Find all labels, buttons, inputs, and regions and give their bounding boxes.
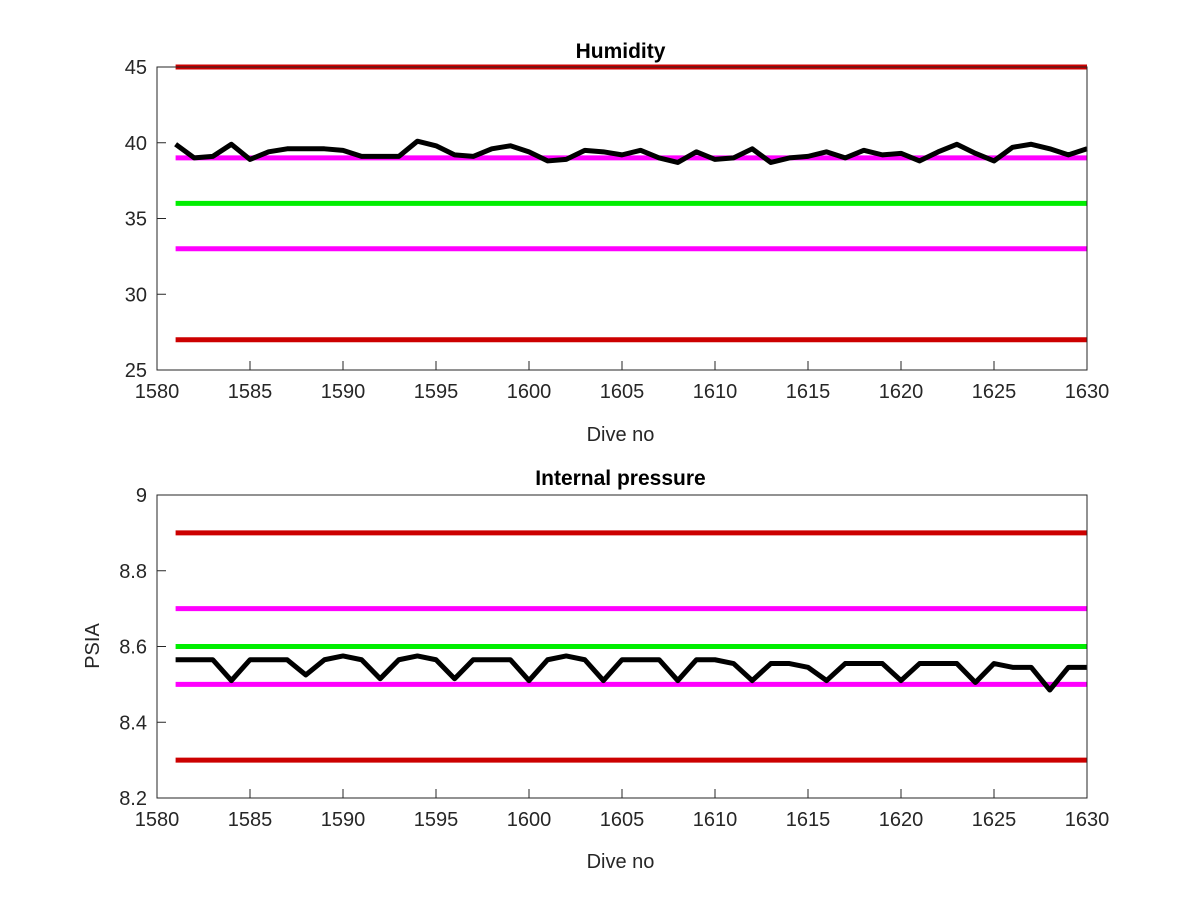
humidity-chart-title: Humidity [576,40,666,63]
humidity-y-tick-label: 45 [125,57,147,79]
humidity-x-axis-label: Dive no [587,424,655,446]
pressure-x-tick-label: 1605 [600,809,645,831]
humidity-x-tick-label: 1615 [786,381,831,403]
humidity-measured-line [174,138,1088,165]
pressure-y-tick-label: 8.2 [119,788,147,810]
humidity-y-tick-label: 30 [125,284,147,306]
humidity-x-tick-label: 1620 [879,381,924,403]
pressure-y-tick-label: 8.4 [119,712,147,734]
humidity-x-tick-label: 1630 [1065,381,1110,403]
pressure-x-tick-label: 1625 [972,809,1017,831]
humidity-x-tick-label: 1590 [321,381,366,403]
humidity-x-tick-label: 1600 [507,381,552,403]
humidity-axes-box [156,66,1088,371]
humidity-x-tick-label: 1605 [600,381,645,403]
humidity-y-ticks: 25 30 35 40 45 [125,57,166,382]
pressure-y-tick-label: 9 [136,485,147,507]
pressure-plot-area [175,530,1087,763]
pressure-x-tick-label: 1585 [228,809,273,831]
humidity-plot-area [174,64,1088,343]
pressure-x-axis-label: Dive no [587,851,655,873]
pressure-y-ticks: 8.2 8.4 8.6 8.8 9 [119,485,166,810]
pressure-x-tick-label: 1620 [879,809,924,831]
pressure-x-tick-label: 1630 [1065,809,1110,831]
pressure-x-tick-label: 1590 [321,809,366,831]
humidity-x-tick-label: 1610 [693,381,738,403]
pressure-chart: Internal pressure 1580 1585 1590 1595 1600 16… [82,467,1109,873]
humidity-x-tick-label: 1595 [414,381,459,403]
pressure-x-tick-label: 1610 [693,809,738,831]
humidity-chart: Humidity 1580 1585 1590 1595 1600 1605 1610 161… [125,40,1110,446]
pressure-measured-line [175,653,1087,693]
humidity-y-tick-label: 35 [125,209,147,231]
pressure-y-tick-label: 8.8 [119,561,147,583]
humidity-x-tick-label: 1625 [972,381,1017,403]
humidity-x-tick-label: 1585 [228,381,273,403]
pressure-x-tick-label: 1595 [414,809,459,831]
pressure-y-tick-label: 8.6 [119,637,147,659]
pressure-y-axis-label: PSIA [82,623,104,669]
pressure-chart-title: Internal pressure [535,467,705,490]
pressure-x-tick-label: 1600 [507,809,552,831]
pressure-x-ticks: 1580 1585 1590 1595 1600 1605 1610 1615 1620 1625… [135,789,1110,831]
pressure-x-tick-label: 1580 [135,809,180,831]
humidity-x-tick-label: 1580 [135,381,180,403]
humidity-y-tick-label: 25 [125,360,147,382]
humidity-y-tick-label: 40 [125,133,147,155]
humidity-x-ticks: 1580 1585 1590 1595 1600 1605 1610 1615 1620 1625… [135,361,1110,403]
pressure-x-tick-label: 1615 [786,809,831,831]
